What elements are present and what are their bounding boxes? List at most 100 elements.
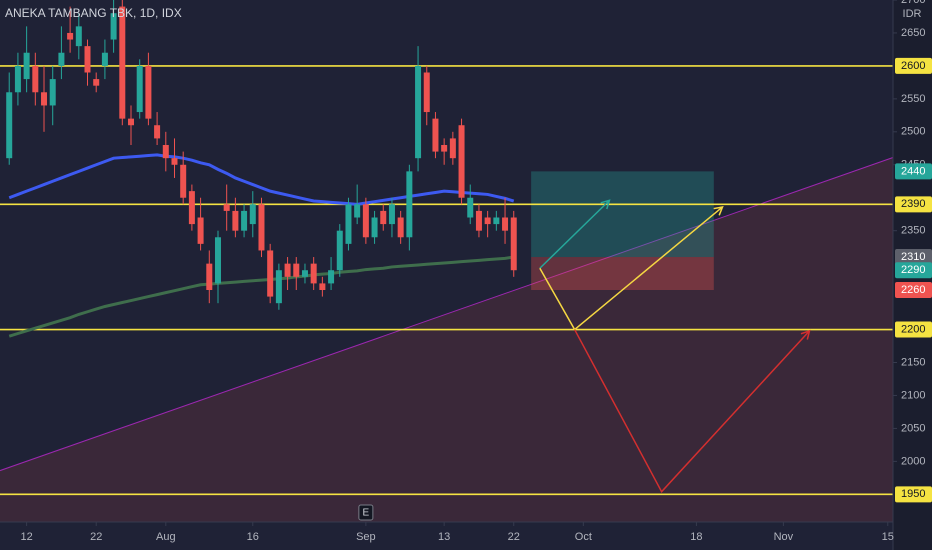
candle-body [267, 250, 274, 297]
candle-body [432, 118, 439, 152]
price-marker-label: 1950 [901, 488, 925, 500]
arrow-head [713, 205, 724, 216]
position-target [531, 171, 714, 258]
price-marker [895, 196, 932, 213]
x-tick-label: Oct [575, 531, 592, 543]
candle-body [49, 79, 56, 106]
arrow-head [800, 329, 811, 340]
candle-body [197, 217, 204, 244]
candle-body [371, 217, 378, 238]
candle-body [284, 263, 291, 277]
y-tick-label: 2350 [901, 225, 925, 237]
candle-body [14, 65, 21, 93]
x-tick-label: 18 [690, 531, 702, 543]
candle-body [41, 92, 48, 106]
x-tick-label: 22 [90, 531, 102, 543]
candle-body [6, 92, 13, 159]
candle-body [310, 263, 317, 284]
candle-body [406, 171, 413, 238]
candle-body [449, 138, 456, 159]
y-tick-label: 2650 [901, 27, 925, 39]
moving-average [8, 153, 515, 206]
price-marker [895, 282, 932, 298]
x-tick-label: 16 [247, 531, 259, 543]
candle-body [232, 210, 239, 231]
x-tick-label: Aug [156, 531, 176, 543]
candle-body [32, 65, 39, 93]
price-marker [895, 321, 932, 338]
candle-body [67, 32, 74, 40]
candle-body [362, 204, 369, 238]
candle-body [354, 204, 361, 218]
price-marker-label: 2290 [901, 264, 925, 276]
candle-body [214, 237, 221, 284]
x-tick-label: 13 [438, 531, 450, 543]
candle-body [171, 158, 178, 165]
x-tick-label: 22 [508, 531, 520, 543]
price-marker-label: 2390 [901, 198, 925, 210]
candle-body [475, 210, 482, 231]
candle-body [458, 125, 465, 198]
currency: IDR [903, 8, 922, 20]
candle-body [154, 125, 161, 139]
price-marker-label: 2260 [901, 284, 925, 296]
candle-body [241, 210, 248, 231]
arrow-path [539, 199, 610, 269]
price-marker-label: 2200 [901, 323, 925, 335]
event-label: E [363, 508, 370, 519]
candle-body [119, 6, 126, 119]
candle-body [275, 270, 282, 304]
price-marker-label: 2310 [901, 251, 925, 263]
x-tick-label: 12 [20, 531, 32, 543]
candle-body [467, 197, 474, 218]
y-tick-label: 2550 [901, 93, 925, 105]
candle-body [84, 46, 91, 73]
candle-body [510, 217, 517, 271]
y-tick-label: 2500 [901, 126, 925, 138]
candle-body [110, 13, 117, 40]
moving-average [8, 255, 514, 338]
candle-body [249, 204, 256, 225]
x-tick-label: 15 [882, 531, 894, 543]
y-tick-label: 2700 [901, 0, 925, 6]
candle-body [336, 230, 343, 271]
candle-body [188, 191, 195, 225]
candle-body [423, 72, 430, 113]
x-tick-label: Nov [774, 531, 794, 543]
arrow-path [573, 329, 811, 493]
candle-body [93, 79, 100, 86]
x-tick-label: Sep [356, 531, 376, 543]
candle-body [502, 217, 509, 231]
price-marker [895, 249, 932, 266]
y-tick-label: 2150 [901, 356, 925, 368]
y-tick-label: 2050 [901, 422, 925, 434]
axes: 12 22 Aug 16 Sep 13 22 Oct 18 Nov 15 2000 2050 2100 21… [20, 0, 932, 543]
candle-body [58, 52, 65, 66]
position-stop [531, 257, 714, 290]
candle-body [328, 270, 335, 284]
candle-body [258, 204, 265, 251]
price-marker [895, 262, 932, 279]
price-marker-label: 2600 [901, 60, 925, 72]
arrow-head [600, 199, 611, 210]
candle-body [493, 217, 500, 225]
candle-body [380, 210, 387, 225]
candle-body [388, 204, 395, 225]
candle-body [101, 52, 108, 66]
candle-body [75, 26, 82, 47]
candle-body [397, 217, 404, 238]
candle-body [223, 204, 230, 211]
candle-body [301, 270, 308, 277]
trendline [0, 157, 894, 472]
candle-body [484, 217, 491, 225]
candle-body [319, 283, 326, 290]
price-marker-label: 2440 [901, 165, 925, 177]
plot-area: E [0, 0, 894, 523]
trend-zone [0, 157, 893, 523]
candle-body [441, 145, 448, 152]
chart-title: ANEKA TAMBANG TBK, 1D, IDX [5, 6, 182, 20]
candle-body [145, 65, 152, 119]
candle-body [23, 52, 30, 80]
